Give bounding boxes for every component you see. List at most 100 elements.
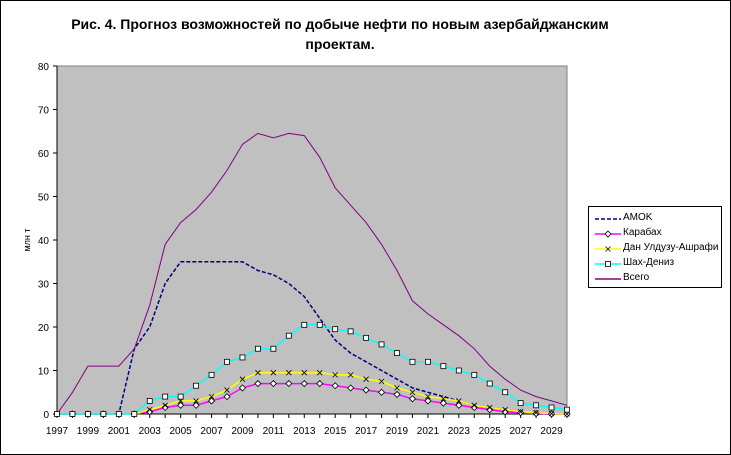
point-2-22 [394, 385, 400, 391]
x-tick-label: 2019 [386, 426, 409, 437]
x-tick-label: 2005 [170, 426, 193, 437]
point-1-12 [238, 384, 247, 392]
point-3-3 [100, 411, 107, 417]
legend-label: Дан Улдузу-Ашрафи [623, 242, 719, 253]
point-1-11 [223, 393, 231, 401]
point-3-27 [471, 371, 478, 378]
legend-label: AMOK [623, 212, 653, 223]
point-1-17 [316, 379, 324, 388]
point-3-8 [177, 393, 184, 400]
point-2-17 [316, 369, 323, 376]
point-3-10 [208, 371, 215, 378]
point-1-7 [161, 403, 169, 412]
x-tick-label: 2027 [510, 426, 533, 437]
legend-item: Карабах [589, 226, 721, 242]
x-tick-label: 2009 [231, 426, 254, 437]
point-2-11 [224, 387, 230, 393]
point-3-31 [533, 402, 539, 409]
x-tick-label: 1997 [46, 426, 69, 437]
x-tick-label: 2001 [108, 426, 131, 437]
point-2-23 [409, 389, 416, 396]
point-3-28 [486, 380, 493, 387]
point-1-16 [300, 379, 308, 388]
legend-item: Шах-Дениз [589, 256, 721, 272]
x-tick-label: 2029 [540, 426, 563, 437]
point-3-21 [378, 341, 385, 348]
point-2-25 [440, 395, 447, 402]
point-3-17 [316, 321, 323, 328]
point-3-7 [162, 393, 169, 400]
point-3-5 [131, 411, 138, 417]
x-tick-label: 2023 [448, 426, 471, 437]
legend-item: Дан Улдузу-Ашрафи [589, 241, 721, 257]
point-3-26 [455, 367, 462, 374]
series-markers [53, 321, 571, 418]
point-1-6 [146, 408, 154, 416]
point-2-7 [162, 402, 168, 409]
point-1-9 [192, 401, 200, 409]
point-3-15 [285, 332, 292, 339]
series-line-4 [56, 132, 568, 415]
series-line-1 [57, 382, 567, 415]
x-tick-label: 2011 [263, 426, 285, 437]
point-1-18 [331, 382, 339, 390]
point-2-32 [548, 410, 555, 417]
legend-swatch [595, 246, 621, 252]
point-3-1 [69, 411, 76, 417]
y-tick-label: 80 [38, 62, 50, 73]
point-3-13 [255, 345, 261, 352]
point-2-10 [208, 393, 215, 400]
x-tick-label: 2003 [139, 426, 162, 437]
legend-label: Шах-Дениз [623, 257, 675, 268]
point-3-25 [440, 363, 447, 370]
point-3-24 [425, 358, 431, 365]
y-tick-label: 40 [38, 236, 50, 247]
point-2-30 [517, 409, 524, 415]
legend-label: Карабах [623, 227, 662, 238]
point-3-4 [115, 411, 122, 417]
y-tick-label: 10 [38, 367, 50, 378]
point-3-22 [394, 350, 400, 357]
chart-title: Рис. 4. Прогноз возможностей по добыче н… [60, 14, 620, 54]
point-1-14 [269, 379, 277, 388]
plot-area [56, 65, 568, 415]
x-tick-label: 2017 [355, 426, 378, 437]
point-1-10 [207, 397, 216, 405]
legend-item: Всего [589, 271, 721, 287]
point-3-18 [332, 326, 339, 333]
point-3-32 [548, 404, 555, 411]
y-tick-label: 50 [38, 193, 50, 204]
point-2-13 [255, 369, 261, 376]
x-tick-label: 2015 [324, 426, 347, 437]
point-1-25 [439, 399, 447, 407]
x-tick-label: 2021 [417, 426, 440, 437]
legend-swatch [595, 230, 621, 238]
chart-title-line-2: проектам. [305, 36, 375, 52]
point-2-12 [239, 376, 246, 382]
point-1-23 [408, 395, 417, 403]
legend: AMOK Карабах Дан Улдузу-Ашрафи Шах-Дениз Все… [588, 206, 722, 288]
point-3-16 [301, 321, 308, 328]
point-1-8 [177, 401, 185, 409]
point-2-15 [286, 369, 292, 376]
point-2-16 [301, 369, 308, 376]
y-axis-label: млн т [22, 228, 32, 251]
x-tick-label: 2025 [479, 426, 502, 437]
point-3-23 [409, 358, 416, 365]
point-3-6 [146, 398, 153, 404]
point-2-31 [533, 409, 539, 416]
legend-label: Всего [623, 272, 650, 283]
x-tick-label: 1999 [77, 426, 100, 437]
point-2-14 [270, 369, 277, 376]
y-tick-label: 30 [38, 280, 50, 291]
chart-title-line-1: Рис. 4. Прогноз возможностей по добыче н… [71, 16, 609, 32]
legend-swatch [595, 218, 621, 220]
x-tick-label: 2013 [293, 426, 316, 437]
point-1-15 [285, 379, 293, 388]
point-2-18 [332, 372, 338, 378]
point-3-33 [564, 406, 570, 413]
x-tick-label: 2007 [200, 426, 223, 437]
point-3-2 [85, 411, 91, 417]
series-lines [56, 132, 568, 415]
